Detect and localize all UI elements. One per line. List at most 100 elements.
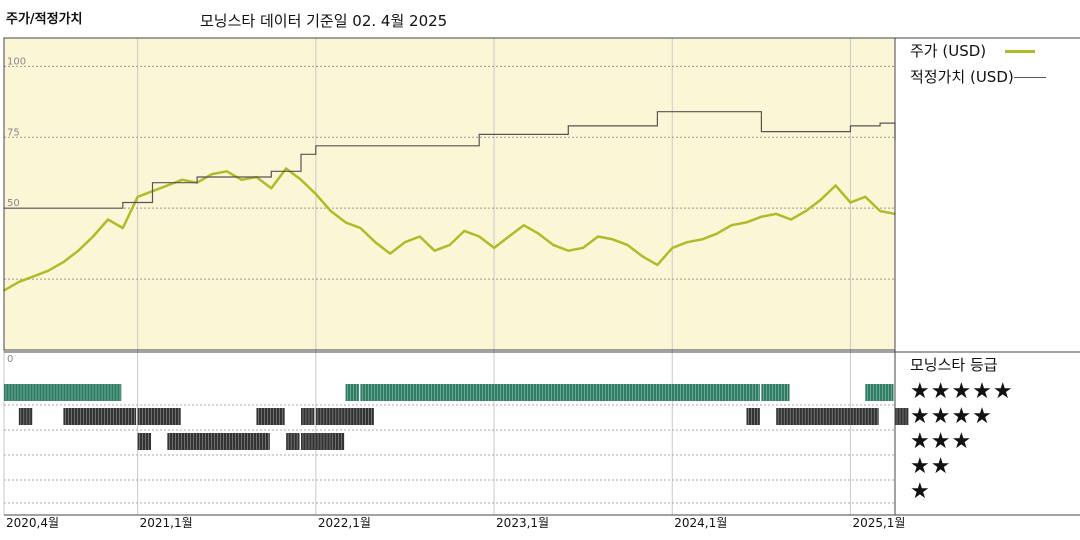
- price-point: [701, 238, 703, 241]
- price-point: [419, 235, 421, 238]
- rating-label-3: ★★★: [910, 429, 973, 454]
- y-tick-label: 0: [7, 354, 13, 365]
- price-point: [671, 247, 674, 249]
- price-point: [612, 238, 614, 241]
- price-point: [686, 241, 688, 244]
- rating-label-4: ★★★★: [910, 404, 993, 429]
- price-point: [344, 221, 347, 224]
- rating-segment-5-star: [360, 384, 760, 401]
- price-point: [478, 235, 481, 238]
- price-point: [508, 235, 510, 238]
- price-point: [790, 218, 792, 221]
- price-point: [47, 269, 50, 272]
- y-tick-label: 75: [7, 127, 20, 138]
- x-tick-label: 2022,1월: [318, 516, 371, 530]
- rating-segment-4-star: [18, 408, 33, 425]
- rating-segment-4-star: [895, 408, 909, 425]
- price-point: [122, 227, 124, 229]
- legend-price-label: 주가 (USD): [910, 42, 987, 60]
- rating-segment-4-star: [776, 408, 879, 425]
- fair-value-line: [4, 111, 896, 209]
- price-point: [359, 227, 362, 229]
- price-point: [730, 224, 733, 226]
- price-point: [433, 249, 436, 252]
- price-point: [864, 196, 867, 198]
- price-point: [270, 187, 273, 190]
- chart-title: 주가/적정가치: [6, 12, 83, 27]
- rating-segment-4-star: [315, 408, 374, 425]
- price-point: [374, 241, 377, 244]
- rating-segment-4-star: [746, 408, 760, 425]
- price-point: [300, 179, 302, 181]
- rating-segment-3-star: [167, 433, 270, 450]
- price-point: [849, 201, 852, 204]
- price-point: [448, 244, 451, 246]
- x-tick-label: 2020,4월: [6, 516, 59, 530]
- rating-segment-4-star: [301, 408, 315, 425]
- price-point: [567, 249, 570, 252]
- legend-rating-title: 모닝스타 등급: [910, 356, 998, 374]
- price-point: [62, 261, 65, 263]
- rating-segment-3-star: [286, 433, 300, 450]
- rating-label-5: ★★★★★: [910, 379, 1014, 404]
- price-point: [107, 218, 109, 221]
- legend-price-swatch: [1004, 50, 1035, 53]
- price-point: [522, 224, 525, 226]
- rating-segment-5-star: [865, 384, 894, 401]
- price-point: [211, 173, 213, 175]
- legend-fair-value-swatch: [1013, 77, 1046, 78]
- price-point: [819, 198, 822, 201]
- price-point: [18, 281, 20, 283]
- price-point: [240, 179, 243, 181]
- rating-segment-5-star: [4, 384, 122, 401]
- rating-segment-3-star: [330, 433, 345, 450]
- rating-label-2: ★★: [910, 454, 952, 479]
- price-point: [641, 255, 644, 258]
- x-tick-label: 2025,1월: [852, 516, 905, 530]
- rating-segment-4-star: [360, 408, 374, 425]
- price-point: [404, 241, 406, 244]
- price-point: [537, 232, 540, 235]
- chart-subtitle: 모닝스타 데이터 기준일 02. 4월 2025: [200, 12, 448, 30]
- rating-segment-5-star: [345, 384, 359, 401]
- rating-segment-3-star: [137, 433, 152, 450]
- y-tick-label: 50: [7, 198, 20, 209]
- rating-segment-4-star: [256, 408, 285, 425]
- price-point: [716, 232, 718, 235]
- price-point: [493, 247, 495, 249]
- price-point: [463, 230, 466, 232]
- price-point: [92, 235, 94, 238]
- price-point: [745, 221, 748, 224]
- price-point: [626, 244, 629, 246]
- x-tick-label: 2021,1월: [140, 516, 193, 530]
- price-point: [136, 196, 139, 198]
- y-tick-label: 100: [7, 56, 26, 67]
- price-point: [166, 184, 169, 187]
- price-point: [597, 235, 599, 238]
- price-point: [760, 215, 763, 218]
- legend-fair-value: 적정가치 (USD): [910, 66, 1046, 87]
- price-point: [329, 210, 332, 212]
- price-point: [315, 193, 317, 195]
- rating-segment-4-star: [63, 408, 137, 425]
- price-point: [225, 170, 228, 173]
- price-point: [582, 247, 584, 249]
- price-point: [879, 210, 881, 212]
- price-point: [389, 252, 391, 255]
- price-point: [77, 249, 80, 252]
- price-point: [285, 167, 287, 170]
- legend-price: 주가 (USD): [910, 40, 1035, 61]
- price-point: [32, 275, 35, 278]
- price-point: [775, 213, 777, 215]
- price-point: [834, 184, 837, 187]
- rating-label-1: ★: [910, 479, 931, 504]
- x-tick-label: 2024,1월: [674, 516, 727, 530]
- price-point: [181, 179, 183, 181]
- price-point: [805, 210, 807, 212]
- rating-segment-4-star: [137, 408, 181, 425]
- price-point: [656, 264, 659, 266]
- price-point: [552, 244, 555, 246]
- x-tick-label: 2023,1월: [496, 516, 549, 530]
- rating-segment-5-star: [761, 384, 790, 401]
